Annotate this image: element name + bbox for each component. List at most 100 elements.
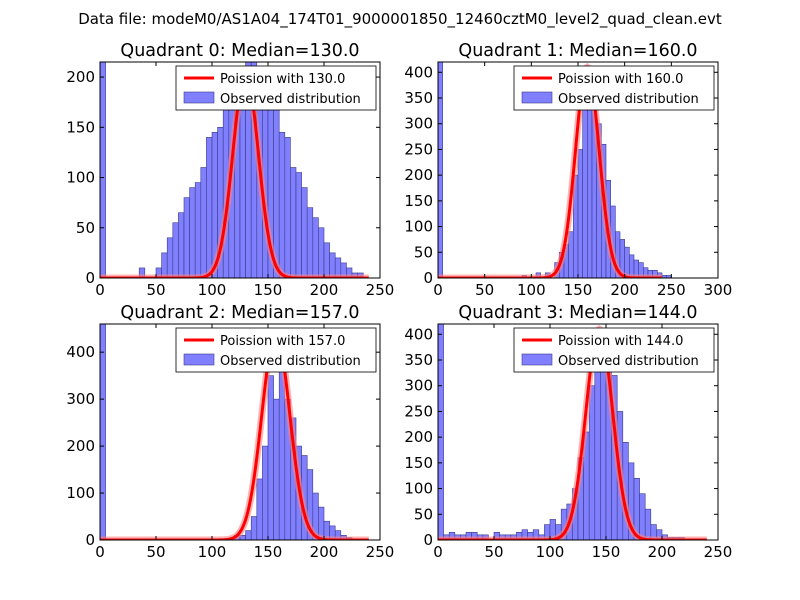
histogram-bar bbox=[284, 137, 291, 278]
figure-suptitle: Data file: modeM0/AS1A04_174T01_90000018… bbox=[78, 10, 722, 29]
panel-title: Quadrant 1: Median=160.0 bbox=[458, 41, 697, 61]
x-tick-label: 150 bbox=[254, 281, 283, 299]
y-tick-label: 100 bbox=[66, 484, 95, 502]
panel-title: Quadrant 3: Median=144.0 bbox=[458, 303, 697, 323]
histogram-bar bbox=[312, 217, 319, 278]
histogram-bar bbox=[278, 132, 286, 278]
legend-bars-label: Observed distribution bbox=[558, 354, 699, 369]
y-tick-label: 100 bbox=[66, 169, 95, 187]
histogram-bar bbox=[183, 197, 190, 278]
poisson-curve bbox=[100, 70, 369, 278]
histogram-bar bbox=[588, 385, 596, 540]
histogram-bar bbox=[639, 493, 646, 540]
histogram-bar bbox=[194, 182, 202, 278]
legend-curve-label: Poission with 130.0 bbox=[220, 72, 345, 87]
histogram-bar bbox=[206, 137, 213, 278]
y-tick-label: 150 bbox=[66, 118, 95, 136]
axes-frame bbox=[437, 323, 719, 541]
x-tick-label: 0 bbox=[95, 543, 105, 561]
histogram-bar bbox=[245, 530, 252, 540]
quadrant-2-panel: 0 50 100 150 200 250 0 100 200 300 400 Quadrant 2: … bbox=[66, 303, 394, 561]
histogram-bar bbox=[256, 478, 263, 540]
x-tick-label: 250 bbox=[366, 543, 395, 561]
y-tick-label: 50 bbox=[414, 243, 433, 261]
y-tick-label: 300 bbox=[404, 115, 433, 133]
histogram-bar bbox=[100, 62, 106, 278]
x-tick-label: 0 bbox=[433, 543, 443, 561]
x-tick-label: 100 bbox=[536, 543, 565, 561]
plot-area bbox=[438, 324, 707, 540]
histogram-bar bbox=[295, 172, 302, 278]
legend-bars-swatch bbox=[521, 353, 553, 366]
histogram-bar bbox=[172, 222, 179, 278]
x-tick-label: 0 bbox=[95, 281, 105, 299]
histogram-bar bbox=[138, 267, 146, 278]
histogram-bar bbox=[262, 445, 269, 540]
panel-title: Quadrant 2: Median=157.0 bbox=[120, 303, 359, 323]
histogram-bar bbox=[438, 324, 444, 540]
histogram-bar bbox=[438, 62, 443, 278]
legend: Poission with 130.0 Observed distribution bbox=[175, 65, 377, 111]
y-tick-label: 0 bbox=[423, 531, 433, 549]
histogram-bar bbox=[200, 167, 207, 278]
legend-curve-label: Poission with 144.0 bbox=[558, 334, 683, 349]
legend-bars-label: Observed distribution bbox=[558, 92, 699, 107]
y-tick-label: 0 bbox=[85, 531, 95, 549]
y-tick-label: 50 bbox=[414, 505, 433, 523]
x-tick-label: 200 bbox=[310, 543, 339, 561]
axes-frame bbox=[99, 61, 381, 279]
x-tick-label: 250 bbox=[657, 281, 686, 299]
legend: Poission with 144.0 Observed distribution bbox=[513, 327, 715, 373]
histogram-bar bbox=[594, 359, 601, 540]
y-tick-label: 250 bbox=[404, 402, 433, 420]
panel-title: Quadrant 0: Median=130.0 bbox=[120, 41, 359, 61]
histogram-bar bbox=[178, 212, 185, 278]
histogram-bar bbox=[189, 187, 196, 278]
histogram-bar bbox=[100, 324, 106, 540]
y-tick-label: 250 bbox=[404, 140, 433, 158]
histogram-bar bbox=[166, 237, 174, 278]
legend-bars-swatch bbox=[183, 91, 215, 104]
x-tick-label: 200 bbox=[610, 281, 639, 299]
x-tick-label: 100 bbox=[198, 281, 227, 299]
histogram-bar bbox=[582, 92, 588, 278]
legend: Poission with 160.0 Observed distribution bbox=[513, 65, 715, 111]
y-tick-label: 0 bbox=[85, 269, 95, 287]
legend: Poission with 157.0 Observed distribution bbox=[175, 327, 377, 373]
histogram-bar bbox=[577, 149, 583, 278]
x-tick-label: 200 bbox=[310, 281, 339, 299]
histogram-bar bbox=[644, 508, 652, 540]
y-tick-label: 200 bbox=[404, 428, 433, 446]
x-tick-label: 100 bbox=[517, 281, 546, 299]
y-tick-label: 200 bbox=[66, 68, 95, 86]
x-tick-label: 150 bbox=[592, 543, 621, 561]
quadrant-1-panel: 0 50 100 150 200 250 300 0 50 100 150 200 250 300 350 4… bbox=[404, 41, 732, 299]
histogram-bar bbox=[267, 375, 274, 540]
x-tick-label: 150 bbox=[564, 281, 593, 299]
quadrant-0-panel: 0 50 100 150 200 250 0 50 100 150 200 Quadrant 0: M… bbox=[66, 41, 394, 299]
y-tick-label: 100 bbox=[404, 218, 433, 236]
y-tick-label: 350 bbox=[404, 89, 433, 107]
legend-bars-label: Observed distribution bbox=[220, 354, 361, 369]
histogram-bar bbox=[301, 187, 308, 278]
y-tick-label: 0 bbox=[423, 269, 433, 287]
y-tick-label: 350 bbox=[404, 351, 433, 369]
y-tick-label: 150 bbox=[404, 192, 433, 210]
y-tick-label: 300 bbox=[66, 390, 95, 408]
y-tick-label: 200 bbox=[66, 437, 95, 455]
x-tick-label: 50 bbox=[146, 281, 165, 299]
legend-bars-swatch bbox=[183, 353, 215, 366]
y-tick-label: 150 bbox=[404, 454, 433, 472]
legend-curve-label: Poission with 157.0 bbox=[220, 334, 345, 349]
y-tick-label: 400 bbox=[404, 63, 433, 81]
histogram-bar bbox=[329, 252, 336, 278]
x-tick-label: 200 bbox=[648, 543, 677, 561]
plot-area bbox=[438, 62, 672, 278]
poisson-curve bbox=[438, 327, 707, 540]
x-tick-label: 250 bbox=[366, 281, 395, 299]
histogram-bar bbox=[568, 231, 574, 278]
axes-frame bbox=[99, 323, 381, 541]
x-tick-label: 300 bbox=[704, 281, 733, 299]
y-tick-label: 400 bbox=[66, 343, 95, 361]
